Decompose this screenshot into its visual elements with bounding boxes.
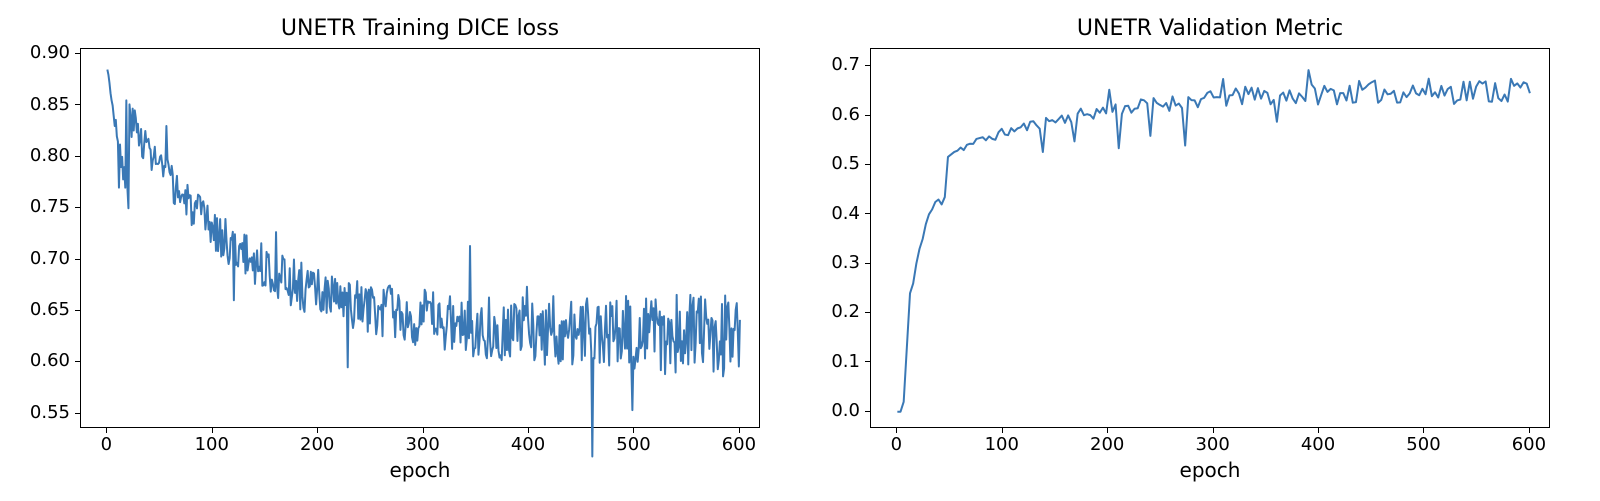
metric-line [871, 49, 1551, 429]
ytick-label: 0.1 [831, 351, 860, 372]
ytick-label: 0.2 [831, 301, 860, 322]
xtick-label: 0 [871, 434, 921, 455]
metric-panel: UNETR Validation Metric epoch 0.0 0.1 0.2 0… [0, 0, 1600, 501]
ytick-label: 0.6 [831, 104, 860, 125]
ytick-label: 0.4 [831, 203, 860, 224]
ytick-label: 0.5 [831, 153, 860, 174]
xtick-label: 500 [1398, 434, 1448, 455]
xtick-label: 300 [1188, 434, 1238, 455]
xtick-label: 600 [1504, 434, 1554, 455]
xtick-label: 100 [977, 434, 1027, 455]
xtick-label: 200 [1082, 434, 1132, 455]
metric-plot-area [870, 48, 1550, 428]
ytick-label: 0.0 [831, 400, 860, 421]
ytick-label: 0.3 [831, 252, 860, 273]
xtick-label: 400 [1293, 434, 1343, 455]
metric-title: UNETR Validation Metric [870, 16, 1550, 41]
ytick-label: 0.7 [831, 54, 860, 75]
figure: UNETR Training DICE loss epoch 0.550.600… [0, 0, 1600, 501]
metric-xlabel: epoch [870, 458, 1550, 482]
